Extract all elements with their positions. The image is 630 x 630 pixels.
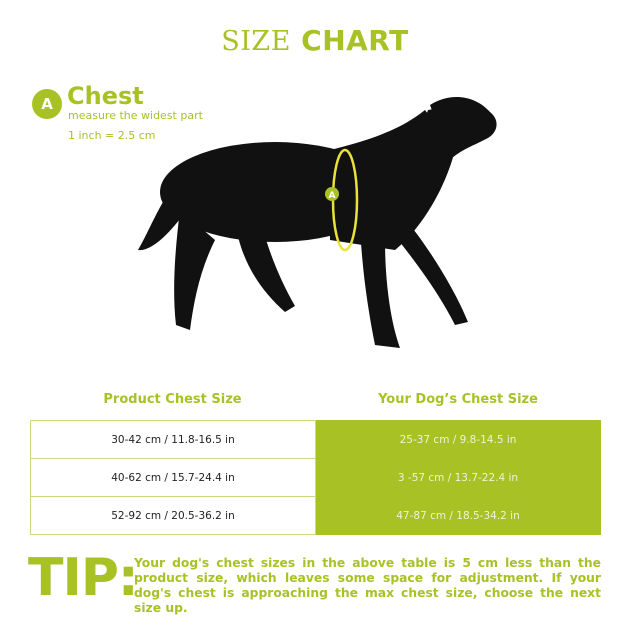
title-part-1: SIZE bbox=[221, 26, 291, 57]
dog-size-cell: 3 -57 cm / 13.7-22.4 in bbox=[315, 458, 601, 497]
header-product-chest-size: Product Chest Size bbox=[103, 392, 242, 407]
product-size-cell: 30-42 cm / 11.8-16.5 in bbox=[30, 420, 316, 459]
measure-instruction: measure the widest part bbox=[68, 109, 203, 122]
table-row: 40-62 cm / 15.7-24.4 in 3 -57 cm / 13.7-… bbox=[30, 458, 601, 497]
chest-marker bbox=[325, 187, 339, 201]
measure-badge: A bbox=[32, 89, 62, 119]
size-table: 30-42 cm / 11.8-16.5 in 25-37 cm / 9.8-1… bbox=[30, 420, 601, 535]
tip-text: Your dog's chest sizes in the above tabl… bbox=[134, 556, 601, 615]
dog-illustration: A bbox=[138, 96, 497, 348]
table-row: 30-42 cm / 11.8-16.5 in 25-37 cm / 9.8-1… bbox=[30, 420, 601, 459]
table-row: 52-92 cm / 20.5-36.2 in 47-87 cm / 18.5-… bbox=[30, 496, 601, 535]
unit-conversion: 1 inch = 2.5 cm bbox=[68, 129, 156, 142]
tip-label: TIP: bbox=[28, 548, 139, 608]
dog-silhouette bbox=[138, 96, 497, 348]
dog-size-cell: 25-37 cm / 9.8-14.5 in bbox=[315, 420, 601, 459]
measure-name: Chest bbox=[67, 82, 144, 110]
header-dog-chest-size: Your Dog’s Chest Size bbox=[378, 392, 538, 407]
title-part-2: CHART bbox=[301, 24, 409, 57]
dog-size-cell: 47-87 cm / 18.5-34.2 in bbox=[315, 496, 601, 535]
chest-marker-label: A bbox=[329, 191, 336, 201]
product-size-cell: 40-62 cm / 15.7-24.4 in bbox=[30, 458, 316, 497]
page-title: SIZE CHART bbox=[0, 24, 630, 57]
product-size-cell: 52-92 cm / 20.5-36.2 in bbox=[30, 496, 316, 535]
